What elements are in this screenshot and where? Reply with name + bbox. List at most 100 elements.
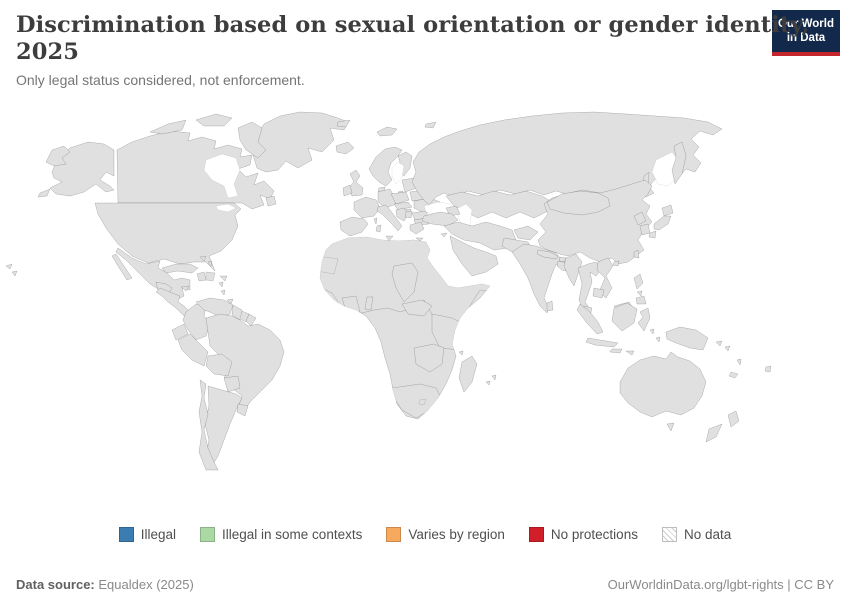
legend-item-illegal-in-some-contexts[interactable]: Illegal in some contexts: [200, 527, 362, 542]
country-kamchatka[interactable]: [671, 141, 687, 185]
country-uk[interactable]: [347, 169, 364, 197]
country-west-balkans[interactable]: [395, 207, 409, 222]
legend-item-no-data[interactable]: No data: [661, 527, 731, 542]
country-madagascar[interactable]: [458, 355, 478, 393]
country-central-african-republic[interactable]: [401, 299, 433, 317]
country-fiji[interactable]: [764, 365, 772, 373]
country-maluku[interactable]: [655, 336, 661, 343]
country-sri-lanka[interactable]: [546, 300, 554, 312]
country-philippines-mindanao[interactable]: [635, 295, 647, 305]
country-mongolia[interactable]: [546, 190, 611, 216]
footer-link[interactable]: OurWorldinData.org/lgbt-rights | CC BY: [607, 577, 834, 592]
country-taiwan[interactable]: [633, 249, 640, 259]
country-solomon-islands[interactable]: [715, 340, 723, 347]
country-argentina[interactable]: [204, 385, 243, 467]
country-franz-josef-land[interactable]: [424, 121, 437, 129]
country-sulawesi[interactable]: [637, 307, 651, 332]
country-iceland[interactable]: [335, 141, 355, 155]
country-comoros[interactable]: [458, 350, 464, 356]
country-greenland[interactable]: [336, 119, 351, 128]
country-new-guinea[interactable]: [665, 326, 709, 351]
country-crete[interactable]: [415, 237, 424, 242]
country-afghanistan[interactable]: [513, 225, 539, 241]
country-reunion[interactable]: [485, 380, 491, 386]
country-tasmania[interactable]: [666, 422, 675, 432]
country-peru[interactable]: [177, 333, 209, 367]
country-maluku[interactable]: [649, 328, 655, 335]
country-trinidad[interactable]: [226, 298, 234, 305]
owid-logo[interactable]: Our World in Data: [772, 10, 840, 56]
country-lesser-antilles[interactable]: [220, 289, 226, 296]
country-jamaica[interactable]: [180, 285, 190, 292]
country-western-sahara[interactable]: [317, 255, 339, 275]
country-benin-togo[interactable]: [364, 296, 374, 311]
country-bahamas[interactable]: [199, 255, 207, 262]
country-java[interactable]: [585, 337, 619, 348]
country-australia[interactable]: [619, 351, 707, 418]
country-mauritius[interactable]: [491, 374, 497, 381]
country-sardinia[interactable]: [375, 224, 382, 233]
country-alaska[interactable]: [49, 141, 115, 197]
country-aleutians[interactable]: [37, 188, 51, 198]
country-canada[interactable]: [265, 195, 277, 207]
country-poland[interactable]: [390, 191, 410, 205]
country-myanmar[interactable]: [563, 253, 583, 287]
country-new-zealand-north[interactable]: [727, 410, 740, 428]
country-chukotka[interactable]: [45, 145, 71, 167]
country-serbia[interactable]: [404, 210, 413, 219]
country-philippines-luzon[interactable]: [633, 273, 644, 290]
country-greece[interactable]: [409, 221, 425, 235]
country-hawaii[interactable]: [5, 263, 13, 270]
country-greenland[interactable]: [251, 111, 349, 173]
country-ecuador[interactable]: [171, 323, 189, 341]
country-usa[interactable]: [94, 202, 242, 272]
country-india[interactable]: [511, 243, 567, 314]
country-italy[interactable]: [376, 204, 403, 232]
country-turkey[interactable]: [421, 211, 459, 227]
country-corsica[interactable]: [373, 217, 378, 225]
country-central-asia[interactable]: [445, 190, 553, 219]
country-cambodia[interactable]: [592, 287, 605, 299]
country-borneo[interactable]: [611, 302, 638, 332]
country-chad[interactable]: [391, 262, 419, 303]
country-canada[interactable]: [195, 113, 233, 127]
country-lesotho[interactable]: [418, 398, 427, 406]
country-south-korea[interactable]: [639, 223, 651, 236]
country-puerto-rico[interactable]: [219, 275, 228, 282]
country-france[interactable]: [353, 196, 381, 219]
country-vanuatu[interactable]: [736, 358, 742, 366]
country-nepal[interactable]: [536, 249, 559, 260]
country-spain-portugal[interactable]: [339, 216, 369, 237]
country-svalbard[interactable]: [376, 126, 398, 137]
country-lesser-sunda[interactable]: [609, 348, 623, 354]
country-sumatra[interactable]: [576, 303, 604, 335]
country-bolivia[interactable]: [205, 353, 233, 377]
country-bahamas[interactable]: [207, 260, 213, 267]
country-cuba[interactable]: [161, 263, 199, 274]
country-philippines-visayas[interactable]: [636, 290, 643, 297]
country-czech-slovakia[interactable]: [393, 201, 413, 211]
country-uruguay[interactable]: [236, 403, 249, 417]
country-paraguay[interactable]: [223, 375, 241, 393]
country-hainan[interactable]: [612, 260, 620, 267]
country-south-africa[interactable]: [391, 383, 441, 419]
country-thailand-laos[interactable]: [577, 261, 603, 313]
legend-item-no-protections[interactable]: No protections: [528, 527, 638, 542]
country-hawaii[interactable]: [11, 270, 18, 277]
country-lesser-sunda[interactable]: [625, 350, 635, 356]
legend-item-varies-by-region[interactable]: Varies by region: [386, 527, 505, 542]
country-ireland[interactable]: [342, 184, 353, 197]
country-north-korea[interactable]: [633, 211, 647, 226]
country-japan-honshu[interactable]: [653, 215, 672, 231]
country-sicily[interactable]: [385, 235, 394, 242]
country-caucasus[interactable]: [445, 205, 461, 217]
country-canada[interactable]: [237, 121, 267, 159]
country-norway-sweden[interactable]: [368, 146, 403, 187]
country-arabia[interactable]: [449, 235, 499, 277]
country-solomon-islands[interactable]: [724, 345, 731, 352]
country-cyprus[interactable]: [440, 232, 448, 238]
country-chile[interactable]: [198, 379, 219, 471]
country-canada[interactable]: [149, 119, 187, 135]
country-japan-hokkaido[interactable]: [661, 204, 674, 217]
country-new-zealand-south[interactable]: [705, 423, 723, 443]
